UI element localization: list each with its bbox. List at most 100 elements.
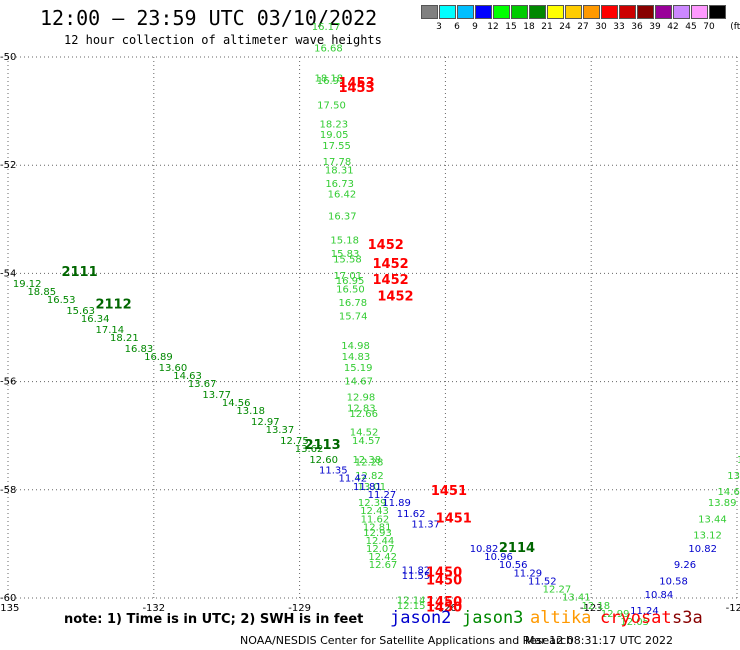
wave-height-value: 11.24 [630, 606, 659, 617]
pass-time-label: 1450 [426, 565, 462, 580]
wave-height-value: 14.83 [342, 352, 371, 363]
wave-height-value: 15.74 [339, 311, 368, 322]
pass-time-label: 2114 [499, 541, 535, 556]
wave-height-value: 14.98 [341, 341, 370, 352]
legend-swatch [601, 5, 618, 19]
wave-height-value: 11.81 [353, 482, 382, 493]
wave-height-value: 12.99 [601, 609, 630, 620]
legend-swatch [439, 5, 456, 19]
wave-height-value: 14.57 [352, 436, 381, 447]
wave-height-value: 11.82 [402, 566, 431, 577]
legend-swatch [619, 5, 636, 19]
pass-time-label: 1452 [377, 289, 413, 304]
pass-time-label: 1450 [426, 601, 462, 616]
pass-time-label: 1453 [338, 76, 374, 91]
lon-tick-label: -135 [0, 603, 19, 614]
satellite-label-altika: altika [530, 608, 592, 628]
wave-height-value: 15.83 [331, 249, 360, 260]
lat-tick-label: -60 [0, 593, 16, 604]
wave-height-value: 16.73 [325, 179, 354, 190]
wave-height-value: 12.42 [368, 552, 397, 563]
lon-tick-label: -123 [580, 603, 603, 614]
wave-height-value: 12.43 [360, 506, 389, 517]
legend-swatch [475, 5, 492, 19]
wave-height-value: 12.05 [620, 617, 649, 628]
legend-swatch [655, 5, 672, 19]
legend-swatch [457, 5, 474, 19]
legend-label: 15 [505, 22, 517, 32]
wave-height-value: 12.38 [352, 455, 381, 466]
wave-height-value: 13.70 [737, 455, 740, 466]
wave-height-value: 14.67 [344, 376, 373, 387]
pass-time-label: 1450 [426, 573, 462, 588]
wave-height-value: 11.37 [411, 520, 440, 531]
legend-unit: (ft) [730, 22, 740, 32]
wave-height-value: 12.75 [280, 436, 309, 447]
wave-height-value: 12.93 [363, 528, 392, 539]
wave-height-value: 12.97 [251, 417, 280, 428]
legend-swatch [421, 5, 438, 19]
wave-height-value: 13.18 [236, 406, 265, 417]
lon-tick-label: -129 [288, 603, 311, 614]
wave-height-value: 12.67 [369, 560, 398, 571]
wave-height-value: 12.82 [355, 471, 384, 482]
wave-height-value: 19.12 [13, 279, 42, 290]
legend-label: 21 [541, 22, 553, 32]
legend-swatch [565, 5, 582, 19]
wave-height-value: 12.44 [366, 536, 395, 547]
wave-height-value: 12.81 [363, 522, 392, 533]
pass-time-label: 2111 [61, 265, 97, 280]
satellite-label-jason3: jason3 [462, 608, 524, 628]
wave-height-value: 13.41 [562, 593, 591, 604]
wave-height-value: 10.82 [470, 544, 499, 555]
pass-time-label: 1451 [431, 484, 467, 499]
wave-height-value: 15.18 [330, 236, 359, 247]
wave-height-value: 10.84 [645, 590, 674, 601]
wave-height-value: 12.66 [349, 409, 378, 420]
legend-label: 6 [454, 22, 460, 32]
legend-label: 39 [649, 22, 661, 32]
wave-height-value: 17.01 [333, 271, 362, 282]
wave-height-value: 17.78 [323, 157, 352, 168]
legend-swatch [709, 5, 726, 19]
wave-height-value: 12.18 [581, 601, 610, 612]
legend-label: 9 [472, 22, 478, 32]
legend-swatch [583, 5, 600, 19]
pass-time-label: 1453 [338, 81, 374, 96]
wave-height-value: 12.15 [397, 601, 426, 612]
wave-height-value: 14.63 [173, 371, 202, 382]
wave-height-value: 18.23 [320, 119, 349, 130]
lat-tick-label: -56 [0, 377, 16, 388]
wave-height-value: 9.26 [674, 560, 696, 571]
legend-label: 70 [703, 22, 715, 32]
lat-tick-label: -54 [0, 268, 16, 279]
pass-time-label: 1452 [373, 273, 409, 288]
wave-height-value: 13.89 [708, 498, 737, 509]
wave-height-value: 12.83 [347, 403, 376, 414]
wave-height-value: 12.07 [366, 544, 395, 555]
wave-height-value: 16.53 [47, 295, 76, 306]
legend-label: 33 [613, 22, 625, 32]
pass-time-label: 1452 [373, 257, 409, 272]
pass-time-label: 1451 [436, 511, 472, 526]
wave-height-value: 12.14 [397, 595, 426, 606]
wave-height-value: 11.62 [361, 514, 390, 525]
lon-tick-label: -120 [726, 603, 740, 614]
generation-timestamp: Mar 12 08:31:17 UTC 2022 [525, 634, 673, 647]
wave-height-value: 12.39 [358, 498, 387, 509]
wave-height-value: 13.60 [159, 363, 188, 374]
wave-height-value: 12.28 [355, 457, 384, 468]
wave-height-value: 16.91 [317, 76, 346, 87]
lat-tick-label: -52 [0, 160, 16, 171]
wave-height-value: 16.50 [336, 284, 365, 295]
wave-height-value: 16.34 [81, 314, 110, 325]
legend-label: 27 [577, 22, 589, 32]
pass-time-label: 2113 [304, 438, 340, 453]
wave-height-value: 12.27 [543, 585, 572, 596]
wave-height-value: 11.62 [397, 509, 426, 520]
pass-time-label: 1450 [426, 595, 462, 610]
map-subtitle: 12 hour collection of altimeter wave hei… [64, 33, 382, 47]
wave-height-value: 11.29 [513, 568, 542, 579]
wave-height-value: 17.55 [322, 141, 351, 152]
wave-height-value: 14.65 [718, 487, 740, 498]
